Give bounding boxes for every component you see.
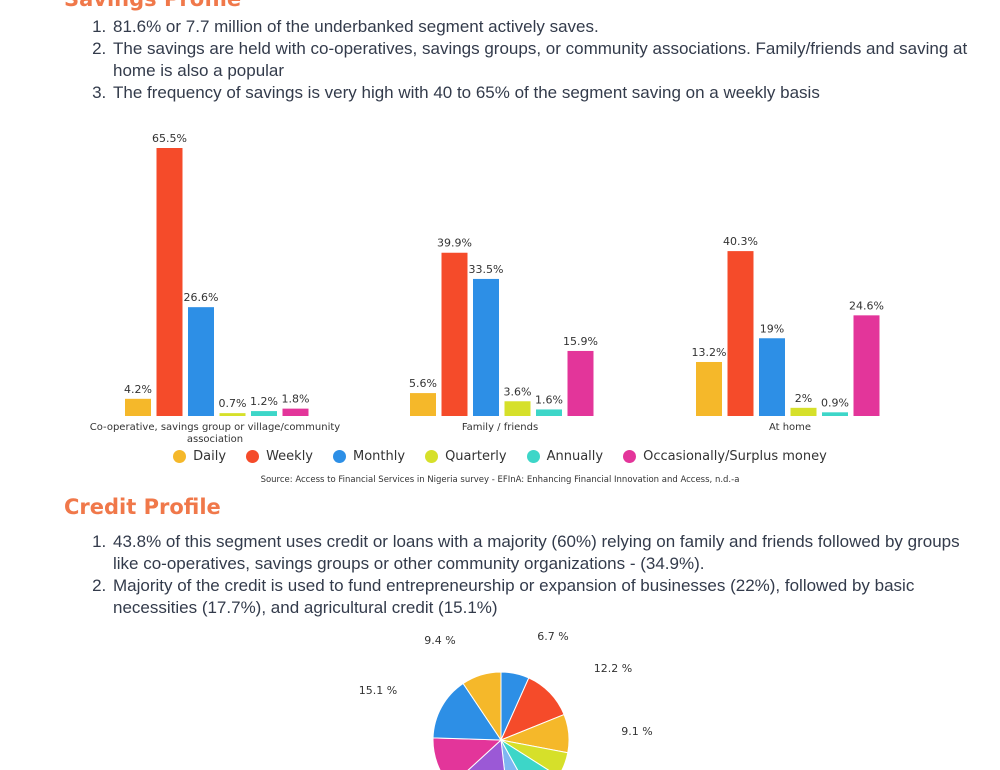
bar-value-label: 3.6% [504,385,532,398]
credit-points-list: 43.8% of this segment uses credit or loa… [90,531,981,619]
bar-value-label: 15.9% [563,335,598,348]
legend-label: Monthly [353,449,406,464]
bar-value-label: 1.6% [535,393,563,406]
legend-item: Monthly [333,449,405,464]
bar-value-label: 5.6% [409,377,437,390]
bar-value-label: 40.3% [723,235,758,248]
bar-value-label: 4.2% [124,383,152,396]
bar-monthly-2 [759,338,785,416]
bar-daily-1 [410,393,436,416]
bar-annually-0 [251,411,277,416]
bar-weekly-1 [441,252,468,416]
bar-weekly-0 [156,148,183,416]
bar-quarterly-0 [219,413,246,416]
bar-monthly-1 [473,278,499,416]
category-label: Family / friends [462,422,538,433]
bar-value-label: 0.9% [821,396,849,409]
savings-frequency-bar-chart: 4.2% 5.6% 13.2% 65.5% 39.9% 40.3% 26.6% 33.5% 19… [90,132,884,445]
chart-source-note: Source: Access to Financial Services in … [260,475,740,485]
pie-slice-label: 12.2 % [594,662,632,675]
bar-value-label: 1.2% [250,395,278,408]
bar-monthly-0 [188,307,214,416]
legend-swatch [425,450,439,463]
legend-label: Weekly [266,449,313,464]
legend-item: Annually [526,449,604,464]
pie-slice [462,671,502,742]
pie-slice-label: 15.1 % [359,684,397,697]
legend-item: Daily [173,449,226,464]
bar-daily-0 [125,398,151,416]
credit-point: 43.8% of this segment uses credit or loa… [111,531,981,575]
bar-value-label: 26.6% [184,291,219,304]
savings-profile-heading: Savings Profile [64,0,241,11]
bar-annually-2 [822,412,848,416]
bar-value-label: 13.2% [692,346,727,359]
legend-swatch [623,450,637,463]
savings-point: The frequency of savings is very high wi… [111,82,981,104]
legend-item: Occasionally/Surplus money [623,449,827,464]
category-label: At home [769,422,811,433]
legend-swatch [333,450,346,463]
bar-value-label: 39.9% [437,237,472,250]
bar-value-label: 0.7% [219,397,247,410]
legend-label: Annually [546,449,604,464]
bar-value-label: 33.5% [469,263,504,276]
pie-slice-label: 9.1 % [621,725,652,738]
legend-swatch [246,450,260,463]
bar-weekly-2 [727,251,754,416]
bar-value-label: 2% [795,392,812,405]
bar-daily-2 [696,361,722,416]
bar-annually-1 [536,409,562,416]
credit-profile-heading: Credit Profile [64,495,221,519]
bar-value-label: 19% [760,322,784,335]
bar-quarterly-1 [504,401,531,416]
legend-label: Occasionally/Surplus money [643,449,827,464]
category-label: Co-operative, savings group or village/c… [90,422,341,445]
legend-label: Daily [193,449,227,464]
credit-use-pie-chart: 6.7 % 12.2 % 9.1 % 15.1 % 9.4 % [359,630,653,770]
bar-occasionally-surplus-money-2 [853,315,880,416]
bar-occasionally-surplus-money-1 [567,350,594,416]
pie-slice [432,682,502,741]
legend-item: Quarterly [425,449,507,464]
bar-quarterly-2 [790,407,817,416]
bar-value-label: 65.5% [152,132,187,145]
bar-occasionally-surplus-money-0 [282,408,309,416]
savings-point: 81.6% or 7.7 million of the underbanked … [111,16,981,38]
pie-slice-label: 6.7 % [537,630,568,643]
chart-legend: Daily Weekly Monthly Quarterly Annually Occas… [0,449,1000,464]
legend-label: Quarterly [445,449,507,464]
legend-swatch [526,450,540,463]
savings-points-list: 81.6% or 7.7 million of the underbanked … [90,16,981,104]
pie-slice-label: 9.4 % [424,634,455,647]
legend-swatch [173,450,187,463]
legend-item: Weekly [246,449,313,464]
bar-value-label: 1.8% [282,393,310,406]
credit-point: Majority of the credit is used to fund e… [111,575,981,619]
bar-value-label: 24.6% [849,299,884,312]
savings-point: The savings are held with co-operatives,… [111,38,981,82]
